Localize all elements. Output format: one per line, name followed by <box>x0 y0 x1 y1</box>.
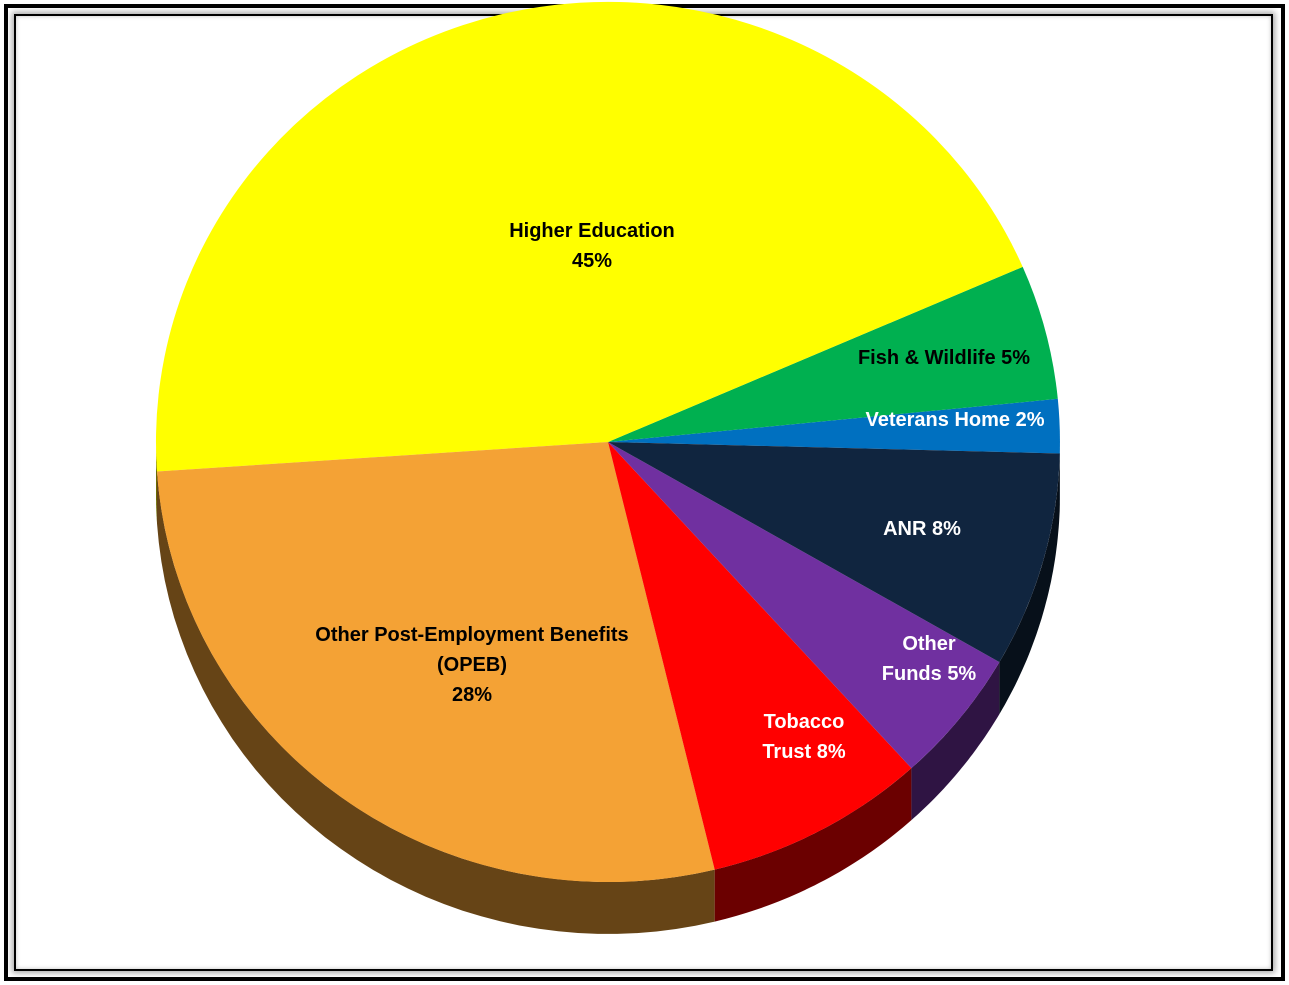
pie-label-line: ANR 8% <box>883 518 961 540</box>
pie-label-line: 28% <box>452 684 492 706</box>
pie-label-anr: ANR 8% <box>883 518 961 540</box>
pie-label-line: Other Post-Employment Benefits <box>315 624 628 646</box>
pie-label-line: 45% <box>572 250 612 272</box>
pie-label-line: Other <box>902 633 956 655</box>
pie-label-line: Trust 8% <box>762 741 846 763</box>
pie-label-line: Funds 5% <box>882 663 977 685</box>
pie-label-veterans-home: Veterans Home 2% <box>866 409 1045 431</box>
pie-label-line: Tobacco <box>764 711 845 733</box>
pie-label-line: Fish & Wildlife 5% <box>858 347 1030 369</box>
pie-label-line: Higher Education <box>509 220 675 242</box>
pie-label-fish-wildlife: Fish & Wildlife 5% <box>858 347 1030 369</box>
pie-label-line: (OPEB) <box>437 654 507 676</box>
pie-label-line: Veterans Home 2% <box>866 409 1045 431</box>
pie-slices-group <box>156 2 1060 882</box>
